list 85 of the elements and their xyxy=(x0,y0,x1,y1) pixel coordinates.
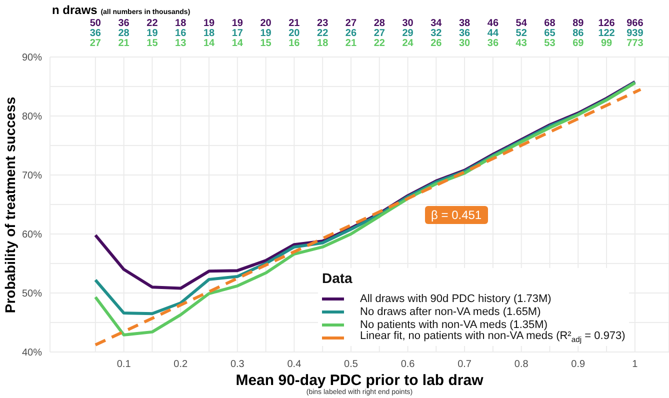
text: 13 xyxy=(174,38,188,49)
text: 38 xyxy=(458,18,472,29)
text: 17 xyxy=(230,28,244,39)
x-tick-label: 0.4 xyxy=(287,359,302,370)
text: 50 xyxy=(88,18,102,29)
text: 53 xyxy=(543,38,556,49)
y-tick-label: 50% xyxy=(22,288,42,300)
y-tick-label: 40% xyxy=(22,348,42,359)
x-tick-label: 0.7 xyxy=(458,359,472,370)
text: n draws xyxy=(52,3,98,17)
x-tick-label: 0.9 xyxy=(571,359,586,370)
text: 19 xyxy=(259,28,272,39)
text: 20 xyxy=(288,28,301,39)
text: 32 xyxy=(430,28,443,39)
text: 99 xyxy=(600,38,614,49)
text: 22 xyxy=(316,28,330,39)
text: 19 xyxy=(146,28,159,39)
text: 19 xyxy=(230,18,244,29)
text: 36 xyxy=(117,18,130,29)
text: 16 xyxy=(174,28,188,39)
text: 28 xyxy=(372,18,386,29)
text: 22 xyxy=(146,18,159,29)
text: 22 xyxy=(372,38,386,49)
x-tick-label: 0.5 xyxy=(344,359,358,370)
legend-title: Data xyxy=(322,270,354,286)
legend-label: No draws after non-VA meds (1.65M) xyxy=(360,306,541,318)
text: 69 xyxy=(572,38,585,49)
annotation: β = 0.451 xyxy=(425,206,488,224)
text: 14 xyxy=(230,38,244,49)
text: 126 xyxy=(597,18,616,29)
text: 21 xyxy=(288,18,301,29)
text: 14 xyxy=(202,38,216,49)
y-tick-label: 90% xyxy=(22,52,42,64)
text: 18 xyxy=(174,18,188,29)
text: 86 xyxy=(572,28,585,39)
y-tick-label: 80% xyxy=(22,112,42,123)
text: 773 xyxy=(626,38,644,49)
text: 20 xyxy=(259,18,272,29)
x-tick-label: 1 xyxy=(632,359,638,370)
text: 68 xyxy=(543,18,556,29)
text: 966 xyxy=(626,18,644,29)
text: 34 xyxy=(430,18,443,29)
text: 15 xyxy=(259,38,272,49)
text: 28 xyxy=(117,28,130,39)
text: 30 xyxy=(458,38,472,49)
x-tick-label: 0.8 xyxy=(514,359,529,370)
text: 18 xyxy=(202,28,216,39)
text: 24 xyxy=(401,38,414,49)
text: 18 xyxy=(316,38,330,49)
x-tick-label: 0.2 xyxy=(174,359,188,370)
text: 21 xyxy=(117,38,130,49)
text: 19 xyxy=(202,18,216,29)
legend-label: All draws with 90d PDC history (1.73M) xyxy=(360,292,552,304)
x-tick-label: 0.6 xyxy=(400,359,416,370)
text: 23 xyxy=(316,18,330,29)
legend-label: No patients with non-VA meds (1.35M) xyxy=(360,318,548,330)
text: 27 xyxy=(372,28,386,39)
text: 44 xyxy=(486,28,500,39)
text: 46 xyxy=(486,18,500,29)
text: 54 xyxy=(514,18,528,29)
legend-label: Linear fit, no patients with non-VA meds (R²$_{adj}$ = 0.973) xyxy=(360,330,626,345)
y-tick-label: 60% xyxy=(22,230,42,241)
text: 21 xyxy=(344,38,358,49)
x-axis-title: Mean 90-day PDC prior to lab draw xyxy=(234,372,484,389)
text: 89 xyxy=(572,18,585,29)
text: 26 xyxy=(430,38,443,49)
text: 27 xyxy=(88,38,102,49)
text: 30 xyxy=(401,18,414,29)
text: 122 xyxy=(597,28,616,39)
text: 29 xyxy=(401,28,414,39)
text: 36 xyxy=(486,38,500,49)
x-tick-label: 0.1 xyxy=(116,359,132,370)
text: 939 xyxy=(626,28,644,39)
y-tick-label: 70% xyxy=(22,170,42,182)
x-tick-label: 0.3 xyxy=(230,359,245,370)
text: 16 xyxy=(288,38,301,49)
text: 36 xyxy=(458,28,472,39)
text: 52 xyxy=(514,28,528,39)
text: 26 xyxy=(344,28,358,39)
text: 27 xyxy=(344,18,358,29)
text: 15 xyxy=(146,38,159,49)
text: 65 xyxy=(543,28,556,39)
text: 43 xyxy=(514,38,528,49)
text: 36 xyxy=(88,28,102,39)
y-axis-title: Probability of treatment success xyxy=(2,96,18,313)
